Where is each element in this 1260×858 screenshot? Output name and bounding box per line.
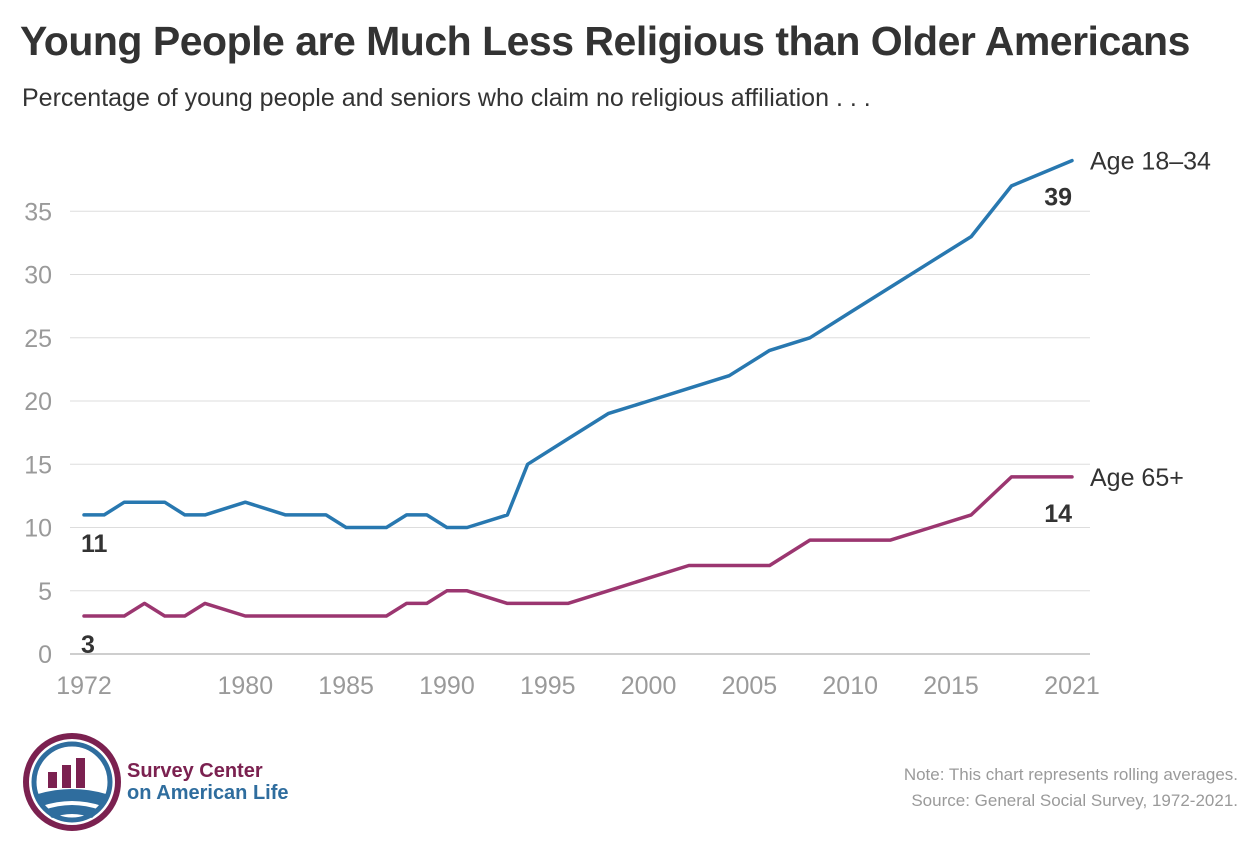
y-tick-label: 0 xyxy=(38,641,52,669)
x-tick-label: 2015 xyxy=(923,672,979,700)
chart-title: Young People are Much Less Religious tha… xyxy=(20,18,1190,64)
x-tick-label: 1985 xyxy=(318,672,374,700)
start-value-label: 11 xyxy=(81,530,108,558)
logo-ring-outer xyxy=(23,733,121,831)
series-lines xyxy=(82,158,1074,618)
y-tick-label: 20 xyxy=(24,388,52,416)
logo-line-2: on American Life xyxy=(127,782,289,804)
logo-bar-3 xyxy=(76,758,85,788)
x-tick-label: 1972 xyxy=(56,672,112,700)
gridlines xyxy=(70,210,1090,655)
x-tick-label: 1980 xyxy=(217,672,273,700)
x-axis-ticks: 1972 1980 1985 1990 1995 2000 2005 2010 2015 2021 xyxy=(56,672,1100,700)
logo-field-1 xyxy=(38,789,106,806)
y-axis-ticks: 0 5 10 15 20 25 30 35 xyxy=(24,198,52,669)
logo-line-1: Survey Center xyxy=(127,760,263,782)
series-labels: Age 18–34 39 11 Age 65+ 14 3 xyxy=(81,148,1211,659)
chart-note: Note: This chart represents rolling aver… xyxy=(903,765,1238,784)
start-value-label: 3 xyxy=(81,631,95,659)
footnote: Note: This chart represents rolling aver… xyxy=(904,762,1238,814)
chart-source: Source: General Social Survey, 1972-2021… xyxy=(911,791,1238,810)
x-tick-label: 2010 xyxy=(822,672,878,700)
series-name-label: Age 65+ xyxy=(1090,464,1184,492)
survey-center-logo xyxy=(23,733,121,831)
y-tick-label: 5 xyxy=(38,578,52,606)
series-line-age-18-34 xyxy=(82,158,1074,530)
logo-wordmark: Survey Center on American Life xyxy=(127,760,289,804)
end-value-label: 14 xyxy=(1044,500,1072,528)
y-tick-label: 25 xyxy=(24,325,52,353)
logo-field-2 xyxy=(44,805,100,818)
x-tick-label: 2005 xyxy=(722,672,778,700)
chart-subtitle: Percentage of young people and seniors w… xyxy=(22,84,871,112)
y-tick-label: 35 xyxy=(24,198,52,226)
x-tick-label: 2021 xyxy=(1044,672,1100,700)
x-tick-label: 1995 xyxy=(520,672,576,700)
logo-bar-2 xyxy=(62,765,71,788)
x-tick-label: 1990 xyxy=(419,672,475,700)
line-chart: 0 5 10 15 20 25 30 35 1972 1980 1985 1990 1995 2000 2… xyxy=(24,148,1211,700)
y-tick-label: 10 xyxy=(24,515,52,543)
y-tick-label: 15 xyxy=(24,451,52,479)
x-tick-label: 2000 xyxy=(621,672,677,700)
series-line-age-65-plus xyxy=(82,475,1074,618)
y-tick-label: 30 xyxy=(24,262,52,290)
series-name-label: Age 18–34 xyxy=(1090,148,1211,176)
end-value-label: 39 xyxy=(1044,184,1072,212)
logo-bar-1 xyxy=(48,772,57,788)
